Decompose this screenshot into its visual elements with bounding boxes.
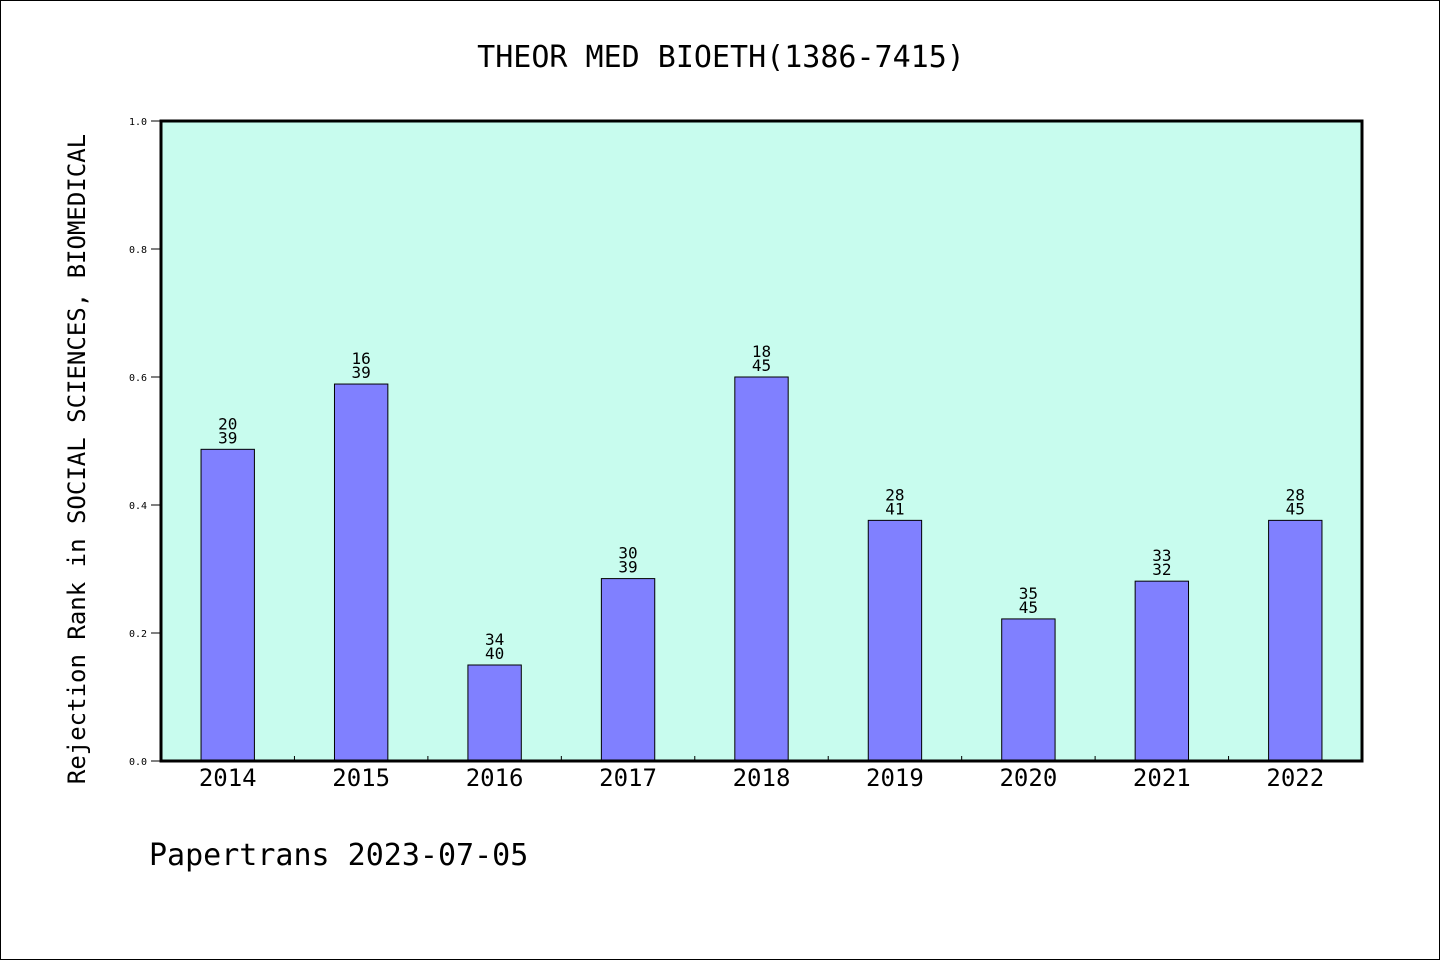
bar-label-bottom-2019: 41 bbox=[885, 499, 904, 518]
x-tick-label-2017: 2017 bbox=[599, 764, 657, 792]
bar-2019 bbox=[867, 519, 923, 762]
y-tick-label-0.0: 0.0 bbox=[129, 757, 147, 768]
x-tick-label-2016: 2016 bbox=[466, 764, 524, 792]
bar-label-top-2022: 28 bbox=[1286, 485, 1305, 504]
y-tick-label-1.0: 1.0 bbox=[129, 117, 147, 128]
x-tick-label-2021: 2021 bbox=[1133, 764, 1191, 792]
y-tick-label-0.4: 0.4 bbox=[129, 501, 147, 512]
bar-label-top-2021: 33 bbox=[1152, 546, 1171, 565]
x-tick-label-2019: 2019 bbox=[866, 764, 924, 792]
bar-2016 bbox=[467, 664, 522, 762]
bar-label-bottom-2016: 40 bbox=[485, 644, 504, 663]
y-axis-ticks: 0.0 0.2 0.4 0.6 0.8 1.0 bbox=[129, 117, 161, 768]
x-tick-label-2014: 2014 bbox=[199, 764, 257, 792]
plot-border bbox=[159, 119, 1364, 763]
bar-2015 bbox=[333, 383, 389, 762]
bar-label-bottom-2018: 45 bbox=[752, 356, 771, 375]
y-tick-label-0.6: 0.6 bbox=[129, 373, 147, 384]
bar-label-bottom-2021: 32 bbox=[1152, 560, 1171, 579]
bar-label-bottom-2022: 45 bbox=[1286, 499, 1305, 518]
x-tick-label-2022: 2022 bbox=[1266, 764, 1324, 792]
y-tick-label-0.2: 0.2 bbox=[129, 629, 147, 640]
bar-label-bottom-2014: 39 bbox=[218, 428, 237, 447]
x-tick-label-2018: 2018 bbox=[733, 764, 791, 792]
bar-2022 bbox=[1268, 519, 1323, 762]
x-axis-ticks: 2014 2015 2016 2017 2018 2019 2020 2021 2022 bbox=[199, 756, 1324, 792]
chart-title: THEOR MED BIOETH(1386-7415) bbox=[477, 40, 965, 75]
bar-2014 bbox=[200, 448, 255, 762]
footer-text: Papertrans 2023-07-05 bbox=[149, 838, 528, 873]
bars-group bbox=[200, 376, 1323, 762]
y-axis-label: Rejection Rank in SOCIAL SCIENCES, BIOME… bbox=[63, 134, 91, 784]
y-tick-label-0.8: 0.8 bbox=[129, 245, 147, 256]
bar-label-top-2015: 16 bbox=[352, 349, 371, 368]
bar-label-top-2020: 35 bbox=[1019, 584, 1038, 603]
bar-label-bottom-2020: 45 bbox=[1019, 598, 1038, 617]
bar-label-top-2018: 18 bbox=[752, 342, 771, 361]
bar-2021 bbox=[1134, 580, 1190, 762]
bar-label-top-2017: 30 bbox=[618, 544, 637, 563]
bar-label-top-2019: 28 bbox=[885, 485, 904, 504]
bar-2018 bbox=[734, 376, 789, 762]
x-tick-label-2020: 2020 bbox=[999, 764, 1057, 792]
bar-label-bottom-2017: 39 bbox=[618, 558, 637, 577]
bar-2020 bbox=[1001, 618, 1056, 762]
bar-label-top-2014: 20 bbox=[218, 414, 237, 433]
x-tick-label-2015: 2015 bbox=[332, 764, 390, 792]
bar-label-top-2016: 34 bbox=[485, 630, 504, 649]
bar-label-bottom-2015: 39 bbox=[352, 363, 371, 382]
bar-2017 bbox=[600, 578, 656, 762]
